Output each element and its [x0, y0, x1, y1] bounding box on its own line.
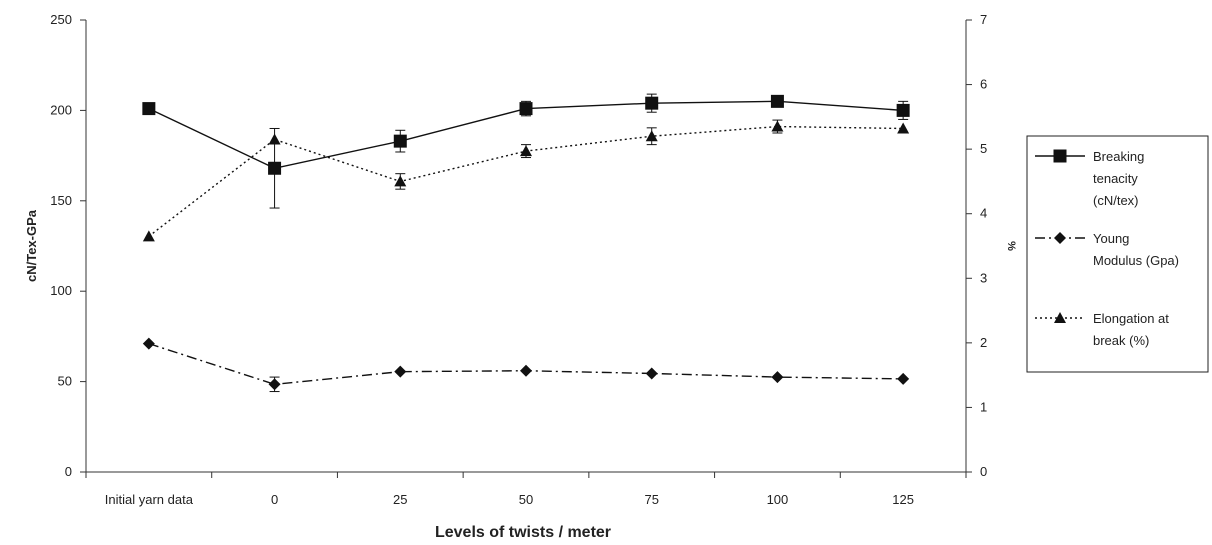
x-tick-label: 75	[644, 492, 658, 507]
y-tick-label: 100	[50, 283, 72, 298]
legend-label-line: Elongation at	[1093, 311, 1169, 326]
data-point	[520, 145, 532, 157]
y2-axis-title: %	[1005, 241, 1017, 251]
data-point	[770, 94, 784, 108]
legend-marker	[1053, 149, 1067, 163]
y-tick-label: 250	[50, 12, 72, 27]
legend-box	[1026, 135, 1209, 373]
data-point	[645, 367, 658, 380]
x-tick-label: 125	[892, 492, 914, 507]
data-point	[142, 230, 155, 242]
legend-entry: Elongation at break (%)	[1035, 311, 1169, 348]
data-point	[645, 96, 659, 110]
y-tick-label: 50	[58, 374, 72, 389]
y2-tick-label: 3	[980, 270, 987, 285]
x-tick-label: 100	[767, 492, 789, 507]
y-tick-label: 200	[50, 102, 72, 117]
y-tick-label: 0	[65, 464, 72, 479]
data-point	[142, 337, 155, 350]
legend: Breaking tenacity (cN/tex) Young Modulus (Gp…	[1026, 135, 1209, 373]
legend-label-line: break (%)	[1093, 333, 1149, 348]
series-2	[142, 337, 910, 393]
y2-tick-label: 7	[980, 12, 987, 27]
series-3	[142, 119, 910, 242]
data-point	[393, 134, 407, 148]
data-point	[520, 364, 532, 377]
data-point	[897, 122, 910, 134]
y-axis-title: cN/Tex-GPa	[24, 209, 39, 282]
data-point	[519, 102, 533, 116]
legend-marker	[1054, 312, 1066, 323]
data-point	[394, 365, 407, 378]
x-tick-label: Initial yarn data	[105, 492, 194, 507]
data-point	[897, 372, 910, 385]
legend-label-line: Young	[1093, 231, 1129, 246]
y2-tick-label: 4	[980, 206, 987, 221]
data-point	[268, 161, 282, 175]
y2-tick-label: 2	[980, 335, 987, 350]
y-tick-label: 150	[50, 193, 72, 208]
legend-label-line: Breaking	[1093, 149, 1144, 164]
x-tick-label: 50	[519, 492, 533, 507]
data-point	[771, 371, 784, 384]
legend-entry: Breaking tenacity (cN/tex)	[1035, 149, 1144, 208]
legend-label: Elongation at break (%)	[1093, 311, 1169, 348]
data-point	[268, 378, 281, 391]
data-point	[142, 102, 156, 116]
x-tick-label: 0	[271, 492, 278, 507]
y2-tick-label: 0	[980, 464, 987, 479]
x-axis-title: Levels of twists / meter	[435, 524, 611, 541]
legend-label-line: (cN/tex)	[1093, 193, 1139, 208]
legend-label: Breaking tenacity (cN/tex)	[1093, 149, 1144, 208]
y2-tick-label: 5	[980, 141, 987, 156]
data-point	[896, 103, 910, 117]
data-point	[394, 175, 407, 187]
data-point	[645, 130, 658, 142]
legend-marker	[1054, 232, 1066, 244]
x-tick-label: 25	[393, 492, 407, 507]
data-point	[771, 120, 784, 132]
series-line	[148, 342, 904, 386]
y2-tick-label: 6	[980, 77, 987, 92]
legend-label: Young Modulus (Gpa)	[1093, 231, 1179, 268]
legend-entry: Young Modulus (Gpa)	[1035, 231, 1179, 268]
y2-tick-label: 1	[980, 399, 987, 414]
data-point	[268, 133, 281, 145]
legend-label-line: Modulus (Gpa)	[1093, 253, 1179, 268]
series-line	[148, 125, 904, 237]
plot-area	[142, 93, 910, 393]
legend-label-line: tenacity	[1093, 171, 1138, 186]
